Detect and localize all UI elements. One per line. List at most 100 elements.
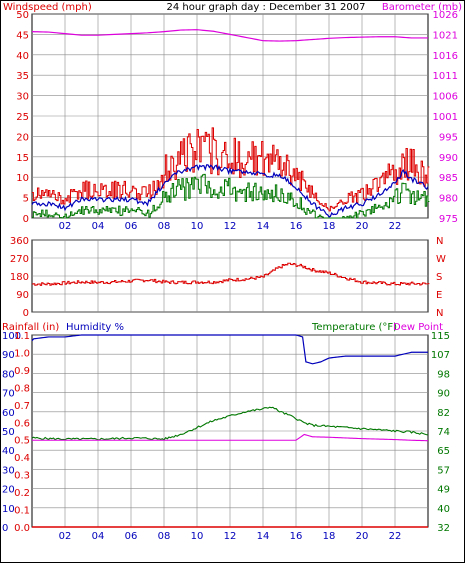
barometer-label: Barometer (mb)	[382, 2, 462, 13]
x-tick-label: 10	[191, 531, 204, 542]
barometer-tick-label: 975	[439, 214, 458, 225]
x-tick-label: 14	[257, 221, 270, 232]
rainfall-tick-label: 0.4	[14, 453, 30, 464]
rainfall-tick-label: 1.0	[14, 348, 30, 359]
direction-tick-label: 270	[10, 254, 29, 265]
windspeed-tick-label: 30	[16, 92, 29, 103]
x-tick-label: 22	[389, 221, 402, 232]
compass-tick-label: W	[436, 254, 446, 265]
x-tick-label: 16	[290, 531, 303, 542]
x-tick-label: 06	[125, 531, 138, 542]
x-tick-label: 14	[257, 531, 270, 542]
humidity-tick-label: 20	[2, 485, 15, 496]
humidity-tick-label: 60	[2, 408, 15, 419]
windspeed-tick-label: 5	[23, 194, 29, 205]
rainfall-tick-label: 0.2	[14, 488, 30, 499]
windspeed-tick-label: 0	[23, 214, 29, 225]
direction-degrees-axis: 0 90 180 270 360	[10, 236, 29, 319]
page-title: 24 hour graph day : December 31 2007	[167, 2, 366, 13]
temperature-tick-label: 74	[437, 427, 450, 438]
x-tick-label: 12	[224, 221, 237, 232]
rainfall-tick-label: 0.9	[14, 366, 30, 377]
humidity-tick-label: 30	[2, 465, 15, 476]
windspeed-tick-label: 25	[16, 112, 29, 123]
humidity-axis: 0 10 20 30 40 50 60 70 80 90 100	[2, 331, 21, 534]
windspeed-tick-label: 20	[16, 132, 29, 143]
x-tick-label: 12	[224, 531, 237, 542]
direction-tick-label: 90	[16, 290, 29, 301]
temperature-tick-label: 49	[437, 485, 450, 496]
temperature-tick-label: 82	[437, 408, 450, 419]
humidity-tick-label: 40	[2, 446, 15, 457]
barometer-tick-label: 980	[439, 194, 458, 205]
wind-barometer-x-axis: 02 04 06 08 10 12 14 16 18 20 22	[59, 221, 402, 232]
rainfall-tick-label: 1.1	[14, 331, 30, 342]
windspeed-lull-line	[32, 173, 430, 219]
windspeed-gust-line	[32, 127, 430, 212]
direction-tick-label: 180	[10, 272, 29, 283]
x-tick-label: 04	[92, 221, 105, 232]
rainfall-tick-label: 0.6	[14, 418, 30, 429]
windspeed-tick-label: 50	[16, 10, 29, 21]
barometer-line	[31, 29, 428, 42]
barometer-tick-label: 1016	[433, 51, 458, 62]
x-tick-label: 08	[158, 531, 171, 542]
x-tick-label: 06	[125, 221, 138, 232]
temperature-tick-label: 98	[437, 369, 450, 380]
wind-direction-grid	[32, 239, 428, 313]
windspeed-tick-label: 15	[16, 153, 29, 164]
temperature-tick-label: 57	[437, 465, 450, 476]
rain-humidity-x-axis: 02 04 06 08 10 12 14 16 18 20 22	[59, 531, 402, 542]
temperature-tick-label: 115	[431, 331, 450, 342]
barometer-axis: 975 980 985 990 995 1001 1006 1011 1016 1021 1026	[433, 10, 458, 225]
humidity-tick-label: 0	[2, 523, 8, 534]
barometer-tick-label: 985	[439, 173, 458, 184]
barometer-tick-label: 1006	[433, 92, 458, 103]
x-tick-label: 08	[158, 221, 171, 232]
rainfall-label: Rainfall (in)	[2, 322, 59, 333]
direction-tick-label: 0	[23, 308, 29, 319]
humidity-tick-label: 80	[2, 369, 15, 380]
temperature-tick-label: 107	[431, 350, 450, 361]
compass-tick-label: E	[436, 290, 442, 301]
x-tick-label: 02	[59, 221, 72, 232]
temperature-axis: 32 40 49 57 65 74 82 90 98 107 115	[431, 331, 450, 534]
rainfall-tick-label: 0.1	[14, 506, 30, 517]
temperature-tick-label: 90	[437, 389, 450, 400]
barometer-tick-label: 990	[439, 153, 458, 164]
wind-direction-line	[32, 262, 430, 286]
x-tick-label: 16	[290, 221, 303, 232]
rainfall-tick-label: 0.3	[14, 471, 30, 482]
humidity-tick-label: 70	[2, 389, 15, 400]
temperature-label: Temperature (°F)	[311, 322, 397, 333]
windspeed-tick-label: 45	[16, 30, 29, 41]
x-tick-label: 10	[191, 221, 204, 232]
barometer-tick-label: 995	[439, 132, 458, 143]
barometer-tick-label: 1021	[433, 30, 458, 41]
rain-humidity-series	[31, 334, 429, 528]
x-tick-label: 18	[323, 221, 336, 232]
direction-tick-label: 360	[10, 236, 29, 247]
x-tick-label: 04	[92, 531, 105, 542]
windspeed-average-line	[31, 164, 429, 218]
windspeed-tick-label: 35	[16, 71, 29, 82]
barometer-tick-label: 1001	[433, 112, 458, 123]
rainfall-axis: 0.0 0.1 0.2 0.3 0.4 0.5 0.6 0.7 0.8 0.9 1.0 1.1	[14, 331, 30, 534]
temperature-tick-label: 40	[437, 504, 450, 515]
barometer-tick-label: 1011	[433, 71, 458, 82]
x-tick-label: 22	[389, 531, 402, 542]
humidity-tick-label: 10	[2, 504, 15, 515]
barometer-tick-label: 1026	[433, 10, 458, 21]
rainfall-tick-label: 0.7	[14, 401, 30, 412]
rainfall-tick-label: 0.8	[14, 383, 30, 394]
x-tick-label: 18	[323, 531, 336, 542]
compass-tick-label: S	[436, 272, 442, 283]
wind-barometer-panel: 0 5 10 15 20 25 30 35 40 45 50 975 980 985 990 995 1001…	[16, 10, 458, 232]
dewpoint-label: Dew Point	[393, 322, 443, 333]
x-tick-label: 02	[59, 531, 72, 542]
x-tick-label: 20	[356, 221, 369, 232]
